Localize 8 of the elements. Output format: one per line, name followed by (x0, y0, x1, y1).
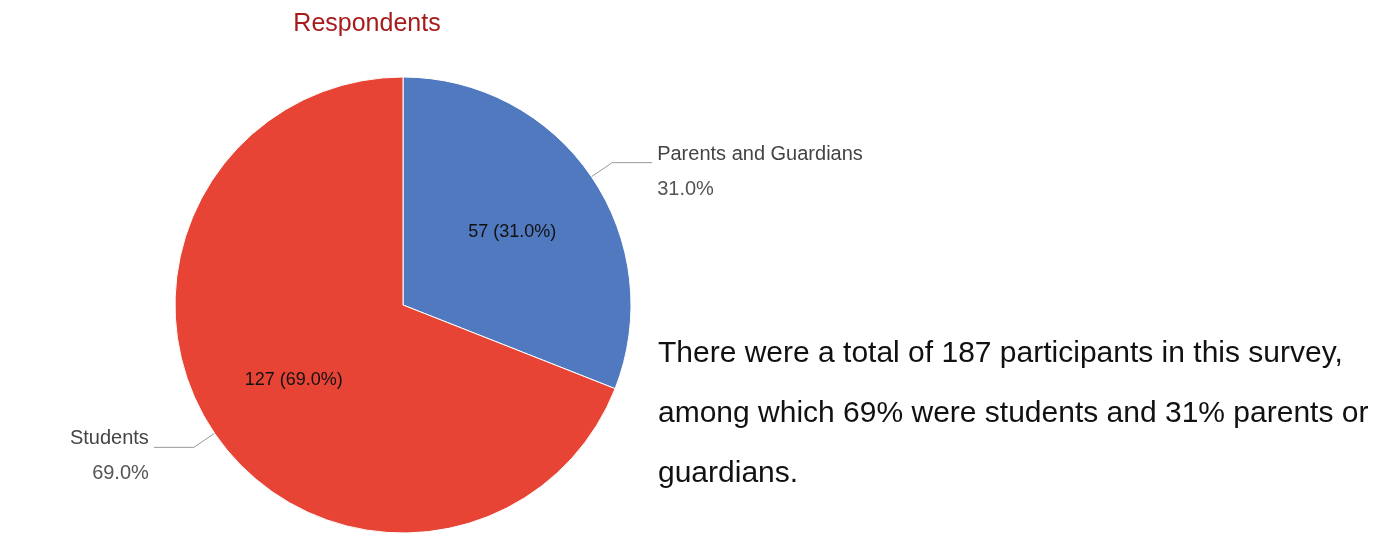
slice-label: Parents and Guardians (657, 141, 863, 164)
text: 31.0% (657, 176, 714, 199)
data-label: 57 (31.0%) (468, 220, 557, 241)
text: There were a total of 187 participants in this survey, among which 69% were students and 31% parents or guardians. (658, 334, 1370, 490)
text: 69.0% (92, 461, 149, 484)
data-label: 127 (69.0%) (244, 369, 343, 390)
slice-label: Students (69, 426, 149, 449)
chart-title: Respondents (293, 7, 441, 36)
